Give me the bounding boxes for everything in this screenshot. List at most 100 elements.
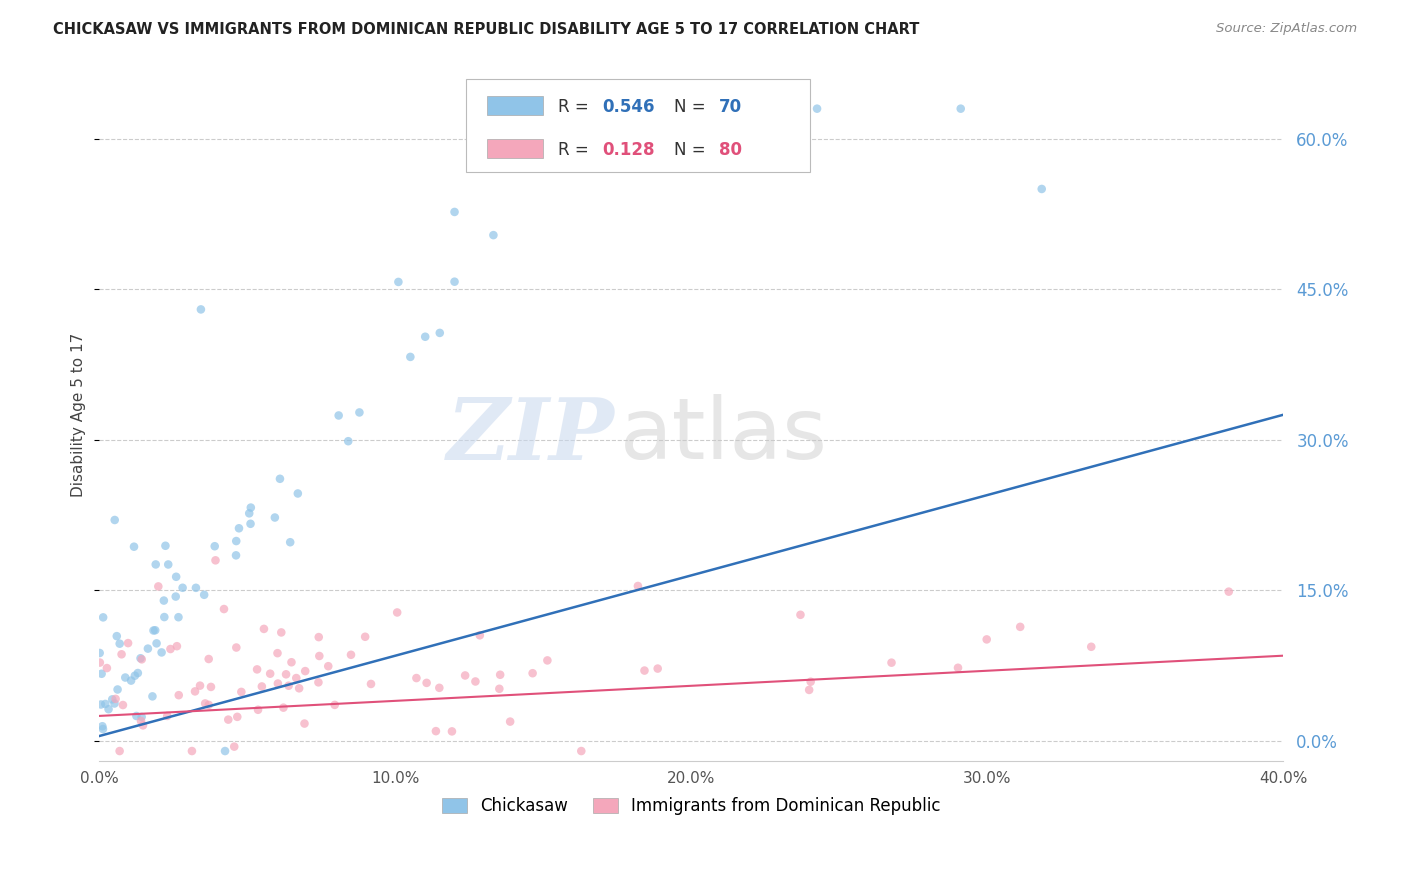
Point [1031, 182, 1053, 196]
Point [278, 535, 301, 549]
Point [454, 668, 477, 682]
Point [204, 553, 226, 567]
Point [155, 539, 177, 553]
Point [150, 645, 173, 659]
Point [153, 610, 176, 624]
Point [349, 405, 371, 419]
Point [429, 326, 451, 340]
Point [247, 703, 270, 717]
Point [194, 697, 217, 711]
Point [360, 677, 382, 691]
Point [797, 682, 820, 697]
Point [157, 558, 180, 572]
Point [482, 228, 505, 243]
Text: R =: R = [558, 141, 593, 160]
Legend: Chickasaw, Immigrants from Dominican Republic: Chickasaw, Immigrants from Dominican Rep… [441, 797, 941, 815]
Point [165, 590, 187, 604]
Point [425, 724, 447, 739]
Point [536, 653, 558, 667]
Point [354, 630, 377, 644]
Point [686, 102, 709, 116]
Point [773, 102, 796, 116]
Point [167, 610, 190, 624]
Point [673, 102, 696, 116]
Point [217, 713, 239, 727]
Point [193, 588, 215, 602]
Point [231, 685, 253, 699]
Point [239, 500, 262, 515]
Point [200, 680, 222, 694]
Point [143, 624, 166, 638]
FancyBboxPatch shape [486, 95, 543, 115]
Point [949, 102, 972, 116]
Point [1010, 620, 1032, 634]
Point [489, 667, 512, 681]
Point [443, 205, 465, 219]
Point [443, 275, 465, 289]
Point [440, 724, 463, 739]
Point [308, 648, 330, 663]
Point [225, 534, 247, 549]
Point [246, 662, 269, 676]
FancyBboxPatch shape [467, 78, 810, 172]
Point [308, 630, 330, 644]
Point [141, 690, 163, 704]
Point [1218, 584, 1240, 599]
Point [108, 637, 131, 651]
Point [274, 667, 297, 681]
Point [184, 581, 207, 595]
Point [287, 486, 309, 500]
Text: N =: N = [673, 141, 710, 160]
Point [212, 602, 235, 616]
Point [294, 716, 316, 731]
Point [225, 549, 247, 563]
Point [197, 652, 219, 666]
Point [167, 688, 190, 702]
Point [90, 698, 112, 712]
Point [316, 659, 339, 673]
Point [91, 610, 114, 624]
Point [259, 666, 281, 681]
Point [89, 656, 111, 670]
Point [148, 579, 170, 593]
Point [328, 409, 350, 423]
Point [204, 539, 226, 553]
Point [104, 692, 127, 706]
Point [285, 671, 308, 685]
Point [225, 640, 247, 655]
Point [120, 673, 142, 688]
Point [270, 625, 292, 640]
Point [800, 674, 823, 689]
Point [266, 646, 288, 660]
Text: 80: 80 [718, 141, 741, 160]
Point [269, 472, 291, 486]
Point [946, 661, 969, 675]
Point [127, 666, 149, 681]
Point [226, 710, 249, 724]
Point [111, 698, 134, 712]
Point [427, 681, 450, 695]
Point [181, 744, 204, 758]
Point [142, 624, 165, 638]
Point [399, 350, 422, 364]
Point [129, 651, 152, 665]
Point [91, 722, 114, 736]
Point [190, 302, 212, 317]
Point [627, 579, 650, 593]
Text: Source: ZipAtlas.com: Source: ZipAtlas.com [1216, 22, 1357, 36]
Point [122, 540, 145, 554]
Point [499, 714, 522, 729]
Point [522, 666, 544, 681]
Point [280, 655, 302, 669]
Point [90, 666, 112, 681]
Point [1080, 640, 1102, 654]
Text: ZIP: ZIP [447, 394, 614, 477]
Point [488, 681, 510, 696]
Point [387, 275, 409, 289]
Point [214, 744, 236, 758]
Point [744, 102, 766, 116]
Point [228, 521, 250, 535]
Point [101, 692, 124, 706]
Point [104, 513, 127, 527]
Point [633, 664, 655, 678]
